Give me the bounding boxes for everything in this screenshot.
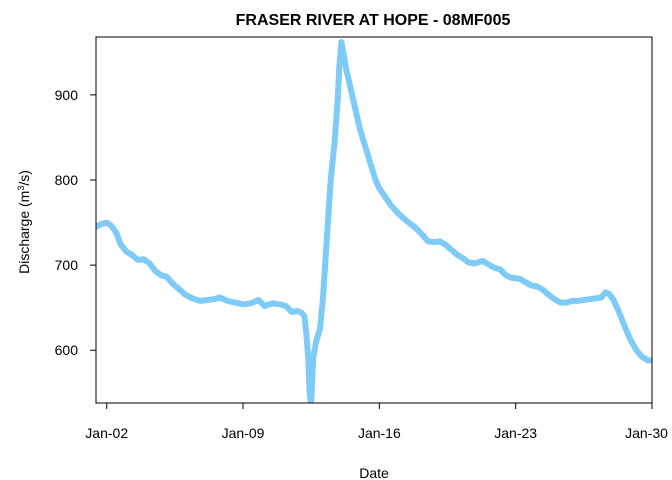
y-tick-label: 800 [55, 172, 79, 188]
y-axis-label: Discharge (m3/s) [16, 170, 32, 274]
y-axis-label-superscript: 3 [16, 186, 26, 191]
plot-frame [95, 36, 653, 404]
chart-title: FRASER RIVER AT HOPE - 08MF005 [236, 12, 511, 29]
y-axis-label-suffix: /s) [16, 170, 32, 186]
x-tick-label: Jan-23 [494, 425, 537, 441]
series-layer [96, 39, 652, 403]
x-tick-label: Jan-09 [222, 425, 265, 441]
x-axis-label: Date [359, 465, 389, 480]
x-axis-ticks: Jan-02 Jan-09 Jan-16 Jan-23 Jan-30 [85, 403, 668, 441]
y-tick-label: 700 [55, 257, 79, 273]
y-tick-label: 600 [55, 342, 79, 358]
y-tick-label: 900 [55, 87, 79, 103]
discharge-series-line [96, 39, 652, 403]
x-tick-label: Jan-02 [85, 425, 128, 441]
y-axis-ticks: 600 700 800 900 [55, 87, 96, 358]
x-tick-label: Jan-16 [358, 425, 401, 441]
x-tick-label: Jan-30 [625, 425, 668, 441]
y-axis-label-main: Discharge (m [16, 191, 32, 274]
